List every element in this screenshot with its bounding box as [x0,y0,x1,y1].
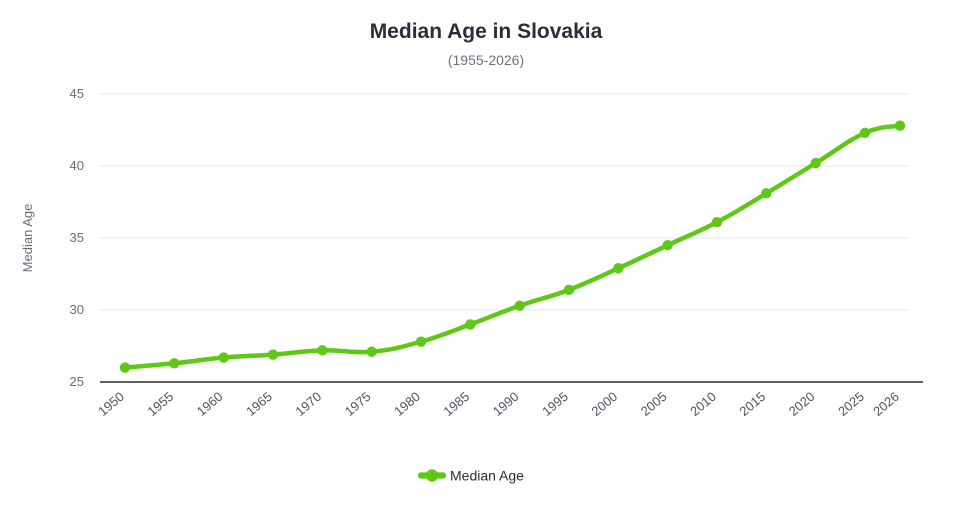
svg-text:40: 40 [70,158,84,173]
svg-text:2015: 2015 [736,389,768,419]
svg-text:2010: 2010 [687,389,719,419]
svg-text:1955: 1955 [144,389,176,419]
svg-text:1965: 1965 [243,389,275,419]
svg-text:2000: 2000 [588,389,620,419]
svg-text:35: 35 [70,230,84,245]
svg-text:2026: 2026 [870,389,902,419]
svg-text:2025: 2025 [835,389,867,419]
svg-text:2020: 2020 [786,389,818,419]
svg-text:1975: 1975 [342,389,374,419]
svg-text:2005: 2005 [638,389,670,419]
svg-text:1995: 1995 [539,389,571,419]
svg-text:1980: 1980 [391,389,423,419]
svg-text:1960: 1960 [194,389,226,419]
svg-text:1970: 1970 [292,389,324,419]
svg-text:45: 45 [70,86,84,101]
svg-text:1990: 1990 [490,389,522,419]
svg-text:30: 30 [70,302,84,317]
svg-text:1950: 1950 [95,389,127,419]
svg-text:1985: 1985 [440,389,472,419]
svg-text:Median Age: Median Age [20,204,35,273]
svg-text:Median Age: Median Age [450,468,524,484]
svg-text:25: 25 [70,374,84,389]
